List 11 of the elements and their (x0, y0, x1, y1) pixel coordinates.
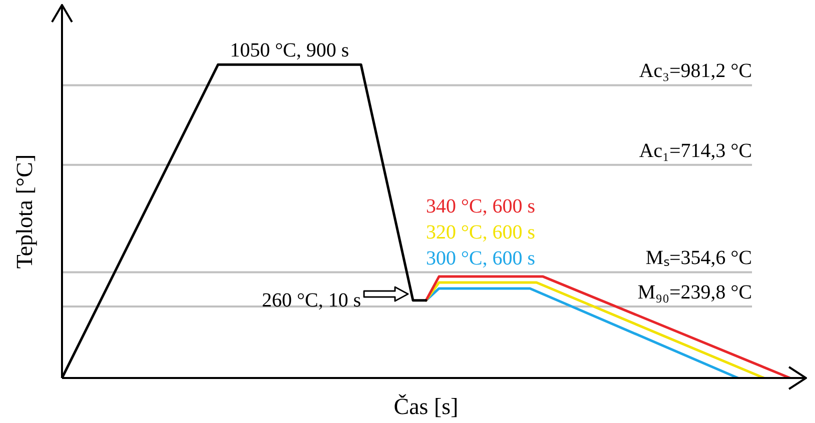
annotation: 1050 °C, 900 s (230, 40, 350, 62)
x-axis-title: Čas [s] (394, 394, 458, 419)
text: 340 °C, 600 s (426, 196, 536, 218)
series-label: 320 °C, 600 s (426, 222, 536, 244)
ref-line-label: Mₛ=354,6 °C (646, 247, 752, 270)
series-label: 300 °C, 600 s (426, 248, 536, 270)
ref-line-label: Ac₃=981,2 °C (639, 60, 752, 82)
y-axis-title: Teplota [°C] (12, 154, 37, 269)
ref-line-label: M₉₀=239,8 °C (638, 281, 752, 304)
annotation: 260 °C, 10 s (262, 289, 362, 312)
ref-line-label: Ac₁=714,3 °C (639, 140, 752, 162)
